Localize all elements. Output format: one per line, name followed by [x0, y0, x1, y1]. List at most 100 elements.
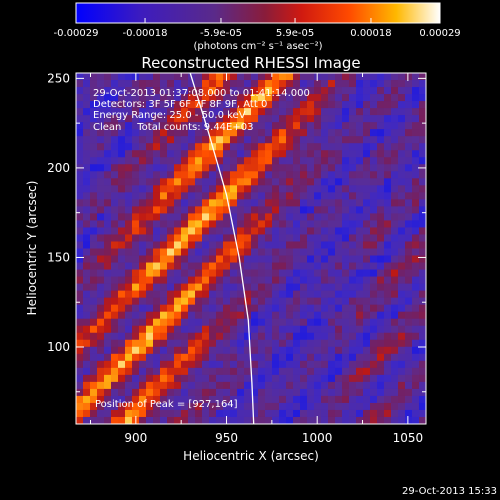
- heatmap-cell: [419, 136, 426, 144]
- heatmap-cell: [342, 171, 350, 179]
- heatmap-cell: [188, 248, 196, 256]
- heatmap-cell: [356, 94, 364, 102]
- heatmap-cell: [335, 388, 343, 397]
- heatmap-cell: [244, 108, 252, 116]
- heatmap-cell: [202, 227, 210, 235]
- heatmap-cell: [174, 318, 182, 327]
- heatmap-cell: [167, 262, 175, 270]
- heatmap-cell: [279, 388, 287, 397]
- heatmap-cell: [160, 143, 168, 151]
- heatmap-cell: [349, 143, 357, 151]
- heatmap-cell: [328, 150, 336, 158]
- heatmap-cell: [139, 262, 147, 270]
- heatmap-cell: [279, 353, 287, 362]
- heatmap-cell: [335, 346, 343, 355]
- heatmap-cell: [244, 374, 252, 383]
- heatmap-cell: [377, 276, 385, 284]
- heatmap-cell: [265, 276, 273, 284]
- heatmap-cell: [377, 122, 385, 130]
- heatmap-cell: [398, 227, 406, 235]
- heatmap-cell: [153, 360, 161, 369]
- heatmap-cell: [279, 290, 287, 298]
- heatmap-cell: [209, 346, 217, 355]
- heatmap-cell: [272, 185, 280, 193]
- heatmap-cell: [125, 402, 133, 411]
- heatmap-cell: [391, 311, 399, 319]
- heatmap-cell: [90, 227, 98, 235]
- heatmap-cell: [286, 129, 294, 137]
- heatmap-cell: [174, 381, 182, 390]
- heatmap-cell: [244, 241, 252, 249]
- heatmap-cell: [328, 234, 336, 242]
- heatmap-cell: [111, 171, 119, 179]
- heatmap-cell: [167, 136, 175, 144]
- heatmap-cell: [384, 241, 392, 249]
- heatmap-cell: [279, 213, 287, 221]
- heatmap-cell: [90, 213, 98, 221]
- heatmap-cell: [307, 360, 315, 369]
- heatmap-cell: [286, 346, 294, 355]
- heatmap-cell: [237, 276, 245, 284]
- heatmap-cell: [174, 276, 182, 284]
- heatmap-cell: [405, 304, 413, 312]
- heatmap-cell: [363, 339, 371, 348]
- heatmap-cell: [181, 360, 189, 369]
- heatmap-cell: [258, 276, 266, 284]
- heatmap-cell: [188, 143, 196, 151]
- heatmap-cell: [293, 87, 301, 95]
- heatmap-cell: [363, 255, 371, 263]
- heatmap-cell: [370, 248, 378, 256]
- heatmap-cell: [83, 143, 91, 151]
- heatmap-cell: [104, 367, 112, 376]
- heatmap-cell: [90, 360, 98, 369]
- heatmap-cell: [139, 101, 147, 109]
- heatmap-cell: [356, 304, 364, 312]
- heatmap-cell: [391, 388, 399, 397]
- heatmap-cell: [314, 248, 322, 256]
- heatmap-cell: [398, 157, 406, 165]
- heatmap-cell: [146, 353, 154, 362]
- heatmap-cell: [216, 115, 224, 123]
- heatmap-cell: [125, 332, 133, 341]
- heatmap-cell: [90, 395, 98, 404]
- heatmap-cell: [377, 332, 385, 341]
- heatmap-cell: [188, 276, 196, 284]
- heatmap-cell: [349, 374, 357, 383]
- heatmap-cell: [356, 73, 364, 81]
- heatmap-cell: [174, 290, 182, 298]
- heatmap-cell: [174, 115, 182, 123]
- heatmap-cell: [83, 192, 91, 200]
- heatmap-cell: [328, 241, 336, 249]
- heatmap-cell: [370, 115, 378, 123]
- heatmap-cell: [300, 304, 308, 312]
- heatmap-cell: [139, 178, 147, 186]
- heatmap-cell: [258, 311, 266, 319]
- heatmap-cell: [328, 262, 336, 270]
- heatmap-cell: [328, 367, 336, 376]
- heatmap-cell: [342, 248, 350, 256]
- heatmap-cell: [321, 129, 329, 137]
- heatmap-cell: [153, 339, 161, 348]
- heatmap-cell: [251, 255, 259, 263]
- heatmap-cell: [356, 129, 364, 137]
- heatmap-cell: [342, 199, 350, 207]
- heatmap-cell: [153, 206, 161, 214]
- heatmap-cell: [223, 206, 231, 214]
- heatmap-cell: [76, 213, 84, 221]
- heatmap-cell: [118, 381, 126, 390]
- heatmap-cell: [153, 255, 161, 263]
- heatmap-cell: [363, 143, 371, 151]
- heatmap-cell: [125, 108, 133, 116]
- heatmap-cell: [209, 311, 217, 319]
- heatmap-cell: [349, 283, 357, 291]
- heatmap-cell: [412, 213, 420, 221]
- heatmap-cell: [412, 94, 420, 102]
- heatmap-cell: [209, 129, 217, 137]
- heatmap-cell: [111, 213, 119, 221]
- heatmap-cell: [377, 402, 385, 411]
- heatmap-cell: [251, 367, 259, 376]
- heatmap-cell: [356, 297, 364, 305]
- heatmap-cell: [251, 206, 259, 214]
- heatmap-cell: [251, 395, 259, 404]
- heatmap-cell: [104, 395, 112, 404]
